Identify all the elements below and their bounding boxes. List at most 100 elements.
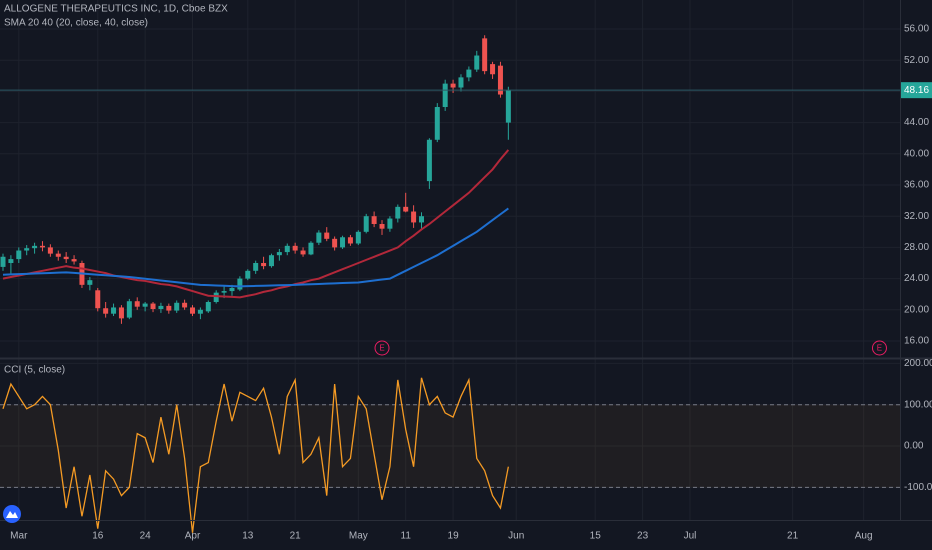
y-tick-label: 28.00 [904,242,929,253]
candle-body [158,305,164,310]
candle-body [24,248,30,251]
candle-body [340,237,346,248]
candle-body [111,307,117,314]
candle-body [466,69,472,78]
x-tick-label: 16 [92,531,104,542]
candle-body [253,263,259,271]
candle-body [411,211,417,223]
x-tick-label: Apr [185,531,201,542]
candle-body [450,83,456,88]
cci-band [0,404,900,488]
logo[interactable] [3,505,21,523]
candle-body [355,231,361,244]
candle-body [308,242,314,255]
earnings-marker [374,340,390,356]
candle-body [474,55,480,70]
x-tick-label: 15 [590,531,602,542]
y-tick-label: 56.00 [904,24,929,35]
y-tick-label: -100.00 [904,482,932,493]
candle-body [395,206,401,219]
candle-body [47,247,53,254]
candle-body [497,65,503,95]
candle-body [39,245,45,248]
candle-body [363,216,369,232]
candle-body [237,278,243,290]
candle-body [221,291,227,293]
candle-body [387,218,393,229]
y-tick-label: 200.00 [904,358,932,369]
candle-body [300,250,306,255]
candle-body [229,287,235,292]
y-tick-label: 16.00 [904,336,929,347]
y-tick-label: 0.00 [904,441,924,452]
candle-body [379,224,385,229]
candle-body [332,238,338,248]
cci-line [2,377,509,533]
y-tick-label: 32.00 [904,211,929,222]
labels: Mar 16 24 Apr 13 21 May 11 19 Jun 15 23 Jul 21 Aug 16.0… [10,24,932,542]
x-tick-label: Jun [508,531,524,542]
candle-body [197,309,203,314]
cci-legend: CCI (5, close) [4,365,65,376]
candle-body [442,83,448,108]
candle-body [71,259,77,262]
candle-body [505,90,511,123]
last-price-label: 48.16 [904,85,929,96]
candle-body [213,292,219,302]
candle-body [268,255,274,267]
candle-body [292,245,298,251]
candle-body [434,107,440,140]
candle-body [174,302,180,311]
x-tick-label: 21 [290,531,302,542]
candle-body [276,252,282,256]
candle-body [142,303,148,307]
indicator-legend: SMA 20 40 (20, close, 40, close) [4,18,148,29]
chart-title: ALLOGENE THERAPEUTICS INC, 1D, Cboe BZX [4,4,228,15]
earnings-marker [871,340,887,356]
candle-body [490,64,496,75]
x-tick-label: May [349,531,368,542]
candle-body [371,216,377,225]
candle-body [261,263,267,267]
candle-body [284,245,290,253]
sma-line [2,207,509,288]
x-tick-label: Jul [684,531,697,542]
candle-body [134,301,140,307]
x-tick-label: Aug [855,531,873,542]
candle-body [166,305,172,311]
y-tick-label: 24.00 [904,273,929,284]
x-tick-label: 21 [787,531,799,542]
candle-body [316,232,322,243]
logo-mark[interactable] [6,511,18,518]
x-tick-label: 11 [401,531,412,542]
candle-body [418,216,424,223]
candle-body [182,302,188,308]
x-tick-label: 19 [448,531,460,542]
candle-body [8,259,14,264]
candle-body [63,256,69,260]
earnings-label: E [877,344,882,353]
y-tick-label: 52.00 [904,55,929,66]
y-tick-label: 36.00 [904,180,929,191]
y-tick-label: 44.00 [904,117,929,128]
candle-body [118,307,124,319]
x-tick-label: 23 [637,531,649,542]
last-price-box [901,82,932,99]
grid [0,0,900,520]
y-tick-label: 100.00 [904,399,932,410]
candle-body [16,250,22,260]
candle-body [95,290,101,309]
x-tick-label: 13 [242,531,254,542]
y-tick-label: 20.00 [904,304,929,315]
candle-body [205,301,211,312]
candle-body [347,237,353,244]
x-tick-label: 24 [140,531,152,542]
candle-body [150,303,156,310]
candle-body [32,245,38,249]
candle-body [426,139,432,182]
candle-body [55,253,61,257]
y-tick-label: 40.00 [904,148,929,159]
candle-body [87,280,93,285]
